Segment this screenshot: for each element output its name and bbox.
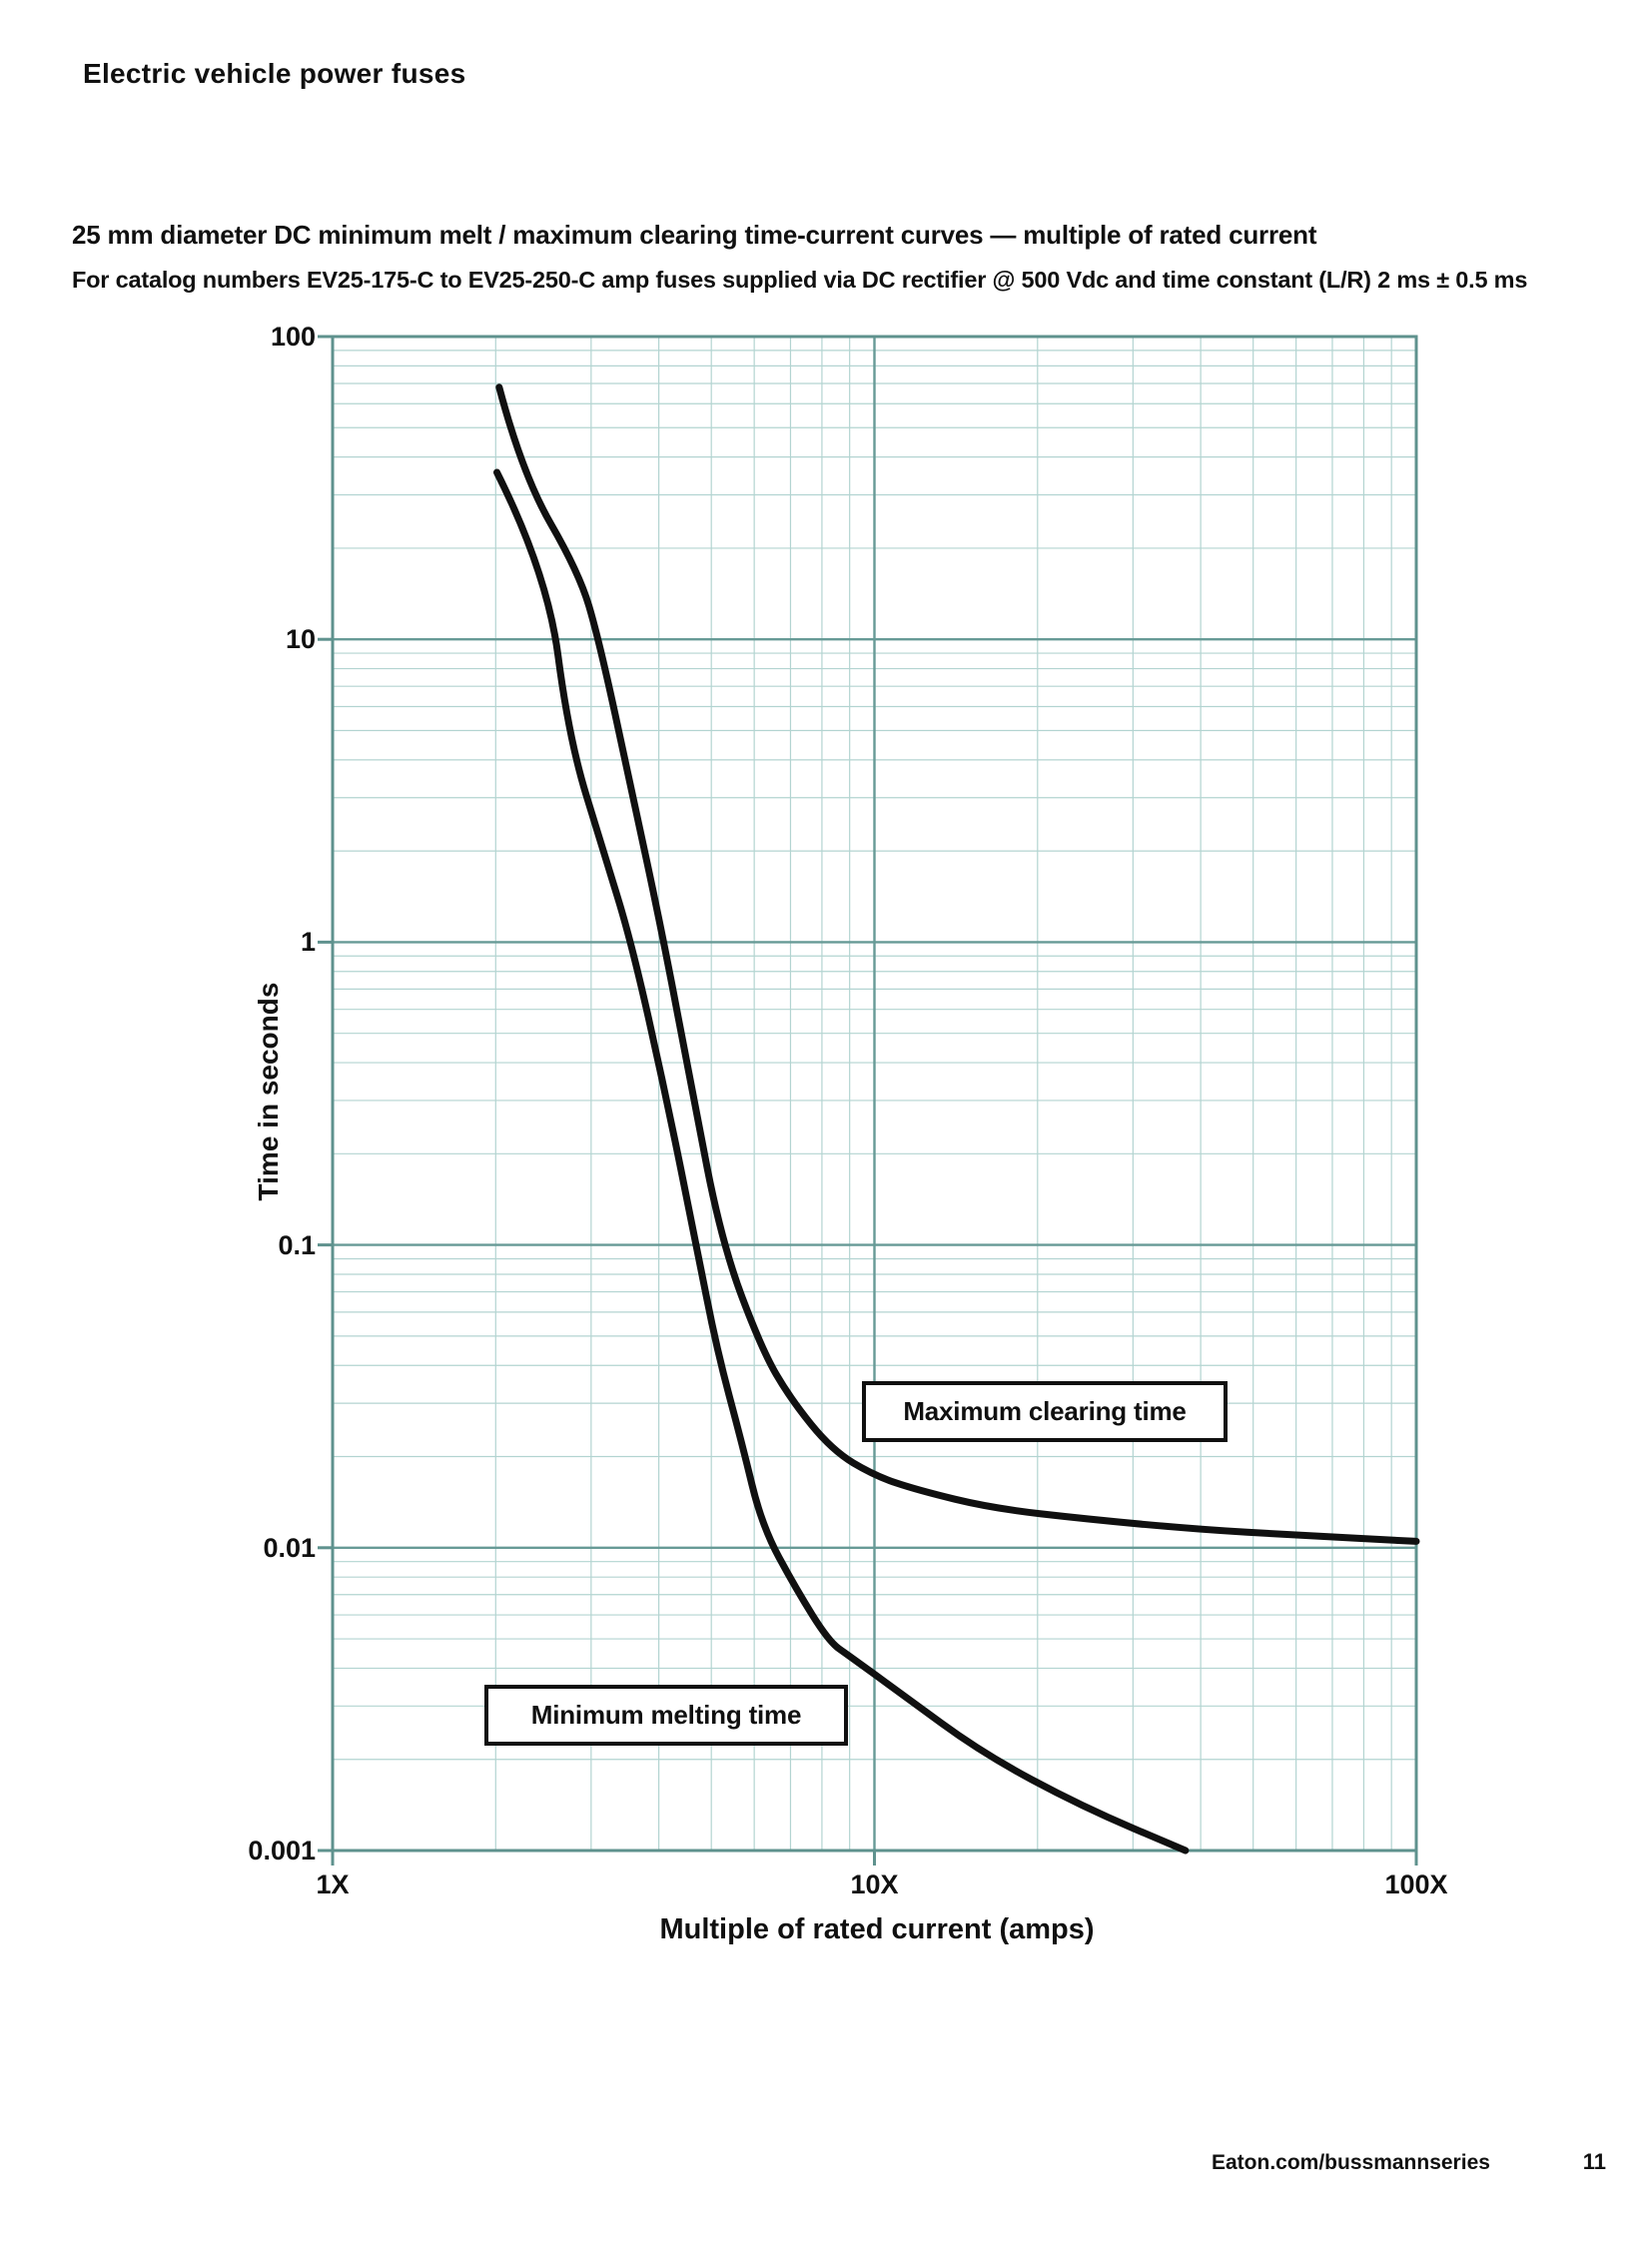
y-axis-title: Time in seconds	[253, 982, 284, 1201]
max-clearing-time-curve	[495, 383, 1420, 1545]
plot-border	[331, 335, 1418, 1853]
y-tick-label: 10	[285, 624, 316, 655]
page-number: 11	[1582, 2149, 1606, 2174]
x-tick-label: 100X	[1384, 1869, 1448, 1899]
x-axis-title: Multiple of rated current (amps)	[659, 1913, 1095, 1945]
min-melting-time-label-box: Minimum melting time	[484, 1685, 848, 1746]
y-tick-label: 0.1	[278, 1229, 316, 1260]
y-tick-label: 100	[270, 322, 316, 352]
min-melting-time-curve	[493, 468, 1190, 1855]
max-clearing-time-label-box: Maximum clearing time	[862, 1381, 1228, 1442]
y-tick-label: 0.001	[248, 1836, 316, 1866]
x-tick-label: 10X	[850, 1869, 899, 1899]
chart-subtitle: For catalog numbers EV25-175-C to EV25-2…	[72, 267, 1528, 293]
y-tick-label: 0.01	[263, 1532, 316, 1563]
y-tick-label: 1	[300, 927, 316, 958]
footer-link: Eaton.com/bussmannseries	[1212, 2151, 1490, 2174]
chart-title: 25 mm diameter DC minimum melt / maximum…	[72, 220, 1317, 250]
x-tick-label: 1X	[316, 1869, 350, 1899]
page-header: Electric vehicle power fuses	[83, 58, 466, 89]
